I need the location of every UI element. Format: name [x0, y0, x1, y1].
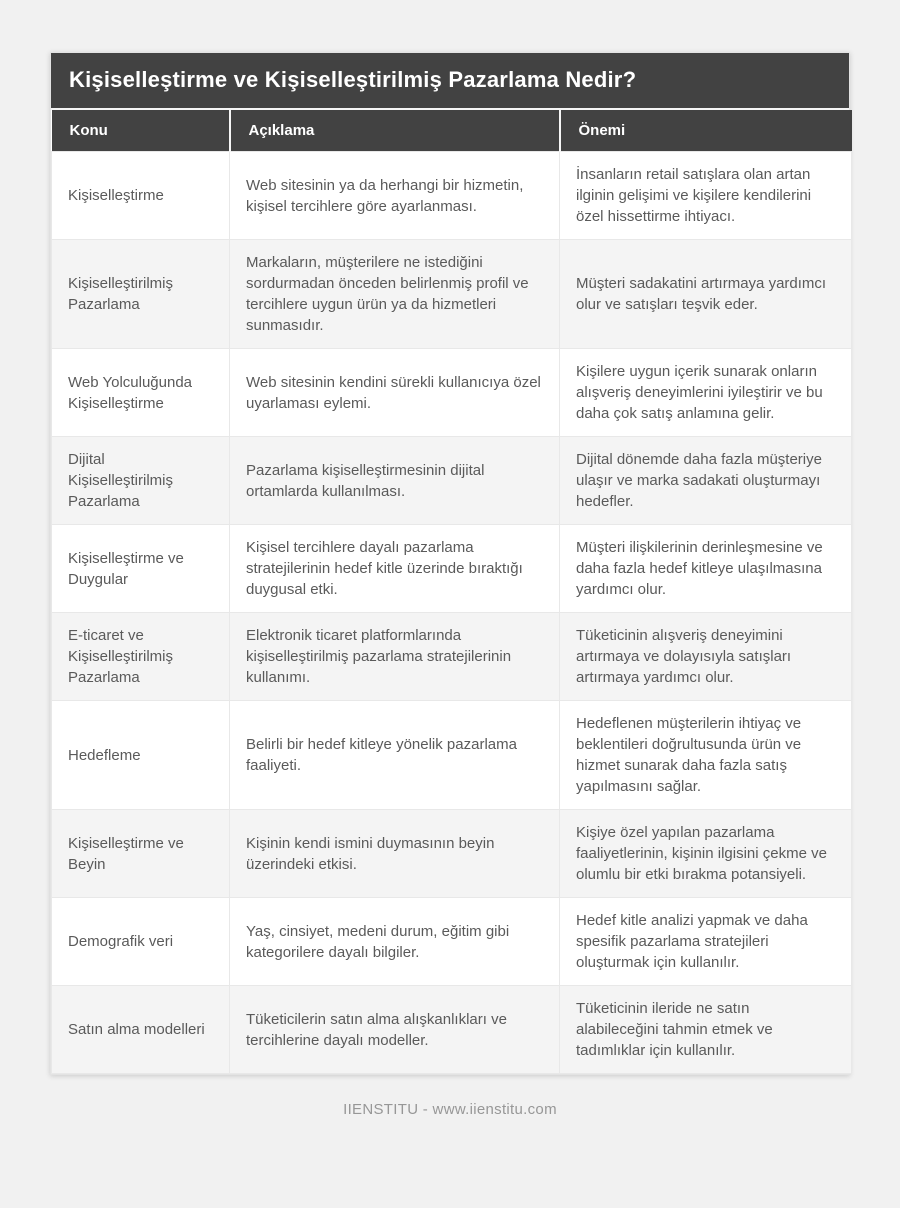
- aciklama-cell: Pazarlama kişiselleştirmesinin dijital o…: [229, 436, 560, 525]
- konu-cell: Kişiselleştirme: [51, 151, 230, 240]
- aciklama-cell: Elektronik ticaret platformlarında kişis…: [229, 612, 560, 701]
- table-row: Dijital Kişiselleştirilmiş Pazarlama Paz…: [51, 436, 852, 525]
- page-title: Kişiselleştirme ve Kişiselleştirilmiş Pa…: [51, 53, 849, 110]
- konu-cell: E-ticaret ve Kişiselleştirilmiş Pazarlam…: [51, 612, 230, 701]
- table-row: Hedefleme Belirli bir hedef kitleye yöne…: [51, 700, 852, 810]
- onemi-cell: Hedef kitle analizi yapmak ve daha spesi…: [559, 897, 852, 986]
- footer-credit: IIENSTITU - www.iienstitu.com: [343, 1101, 557, 1118]
- aciklama-cell: Belirli bir hedef kitleye yönelik pazarl…: [229, 700, 560, 810]
- table-row: Satın alma modelleri Tüketicilerin satın…: [51, 985, 852, 1074]
- info-table: Konu Açıklama Önemi Kişiselleştirme Web …: [51, 110, 852, 1074]
- table-row: Web Yolculuğunda Kişiselleştirme Web sit…: [51, 348, 852, 437]
- aciklama-cell: Yaş, cinsiyet, medeni durum, eğitim gibi…: [229, 897, 560, 986]
- konu-cell: Web Yolculuğunda Kişiselleştirme: [51, 348, 230, 437]
- aciklama-cell: Tüketicilerin satın alma alışkanlıkları …: [229, 985, 560, 1074]
- aciklama-cell: Markaların, müşterilere ne istediğini so…: [229, 239, 560, 349]
- onemi-cell: Dijital dönemde daha fazla müşteriye ula…: [559, 436, 852, 525]
- table-row: Kişiselleştirme Web sitesinin ya da herh…: [51, 151, 852, 240]
- konu-cell: Satın alma modelleri: [51, 985, 230, 1074]
- table-row: Kişiselleştirme ve Duygular Kişisel terc…: [51, 524, 852, 613]
- onemi-cell: Kişiye özel yapılan pazarlama faaliyetle…: [559, 809, 852, 898]
- column-header-onemi: Önemi: [558, 110, 852, 152]
- konu-cell: Hedefleme: [51, 700, 230, 810]
- aciklama-cell: Web sitesinin kendini sürekli kullanıcıy…: [229, 348, 560, 437]
- onemi-cell: Tüketicinin alışveriş deneyimini artırma…: [559, 612, 852, 701]
- table-row: E-ticaret ve Kişiselleştirilmiş Pazarlam…: [51, 612, 852, 701]
- column-header-aciklama: Açıklama: [228, 110, 560, 152]
- aciklama-cell: Web sitesinin ya da herhangi bir hizmeti…: [229, 151, 560, 240]
- aciklama-cell: Kişinin kendi ismini duymasının beyin üz…: [229, 809, 560, 898]
- konu-cell: Kişiselleştirilmiş Pazarlama: [51, 239, 230, 349]
- onemi-cell: Müşteri sadakatini artırmaya yardımcı ol…: [559, 239, 852, 349]
- onemi-cell: Tüketicinin ileride ne satın alabileceği…: [559, 985, 852, 1074]
- table-header-row: Konu Açıklama Önemi: [51, 110, 852, 152]
- konu-cell: Kişiselleştirme ve Beyin: [51, 809, 230, 898]
- column-header-konu: Konu: [51, 110, 230, 152]
- onemi-cell: Hedeflenen müşterilerin ihtiyaç ve bekle…: [559, 700, 852, 810]
- konu-cell: Kişiselleştirme ve Duygular: [51, 524, 230, 613]
- table-row: Demografik veri Yaş, cinsiyet, medeni du…: [51, 897, 852, 986]
- table-row: Kişiselleştirme ve Beyin Kişinin kendi i…: [51, 809, 852, 898]
- konu-cell: Demografik veri: [51, 897, 230, 986]
- onemi-cell: İnsanların retail satışlara olan artan i…: [559, 151, 852, 240]
- onemi-cell: Müşteri ilişkilerinin derinleşmesine ve …: [559, 524, 852, 613]
- table-row: Kişiselleştirilmiş Pazarlama Markaların,…: [51, 239, 852, 349]
- aciklama-cell: Kişisel tercihlere dayalı pazarlama stra…: [229, 524, 560, 613]
- konu-cell: Dijital Kişiselleştirilmiş Pazarlama: [51, 436, 230, 525]
- onemi-cell: Kişilere uygun içerik sunarak onların al…: [559, 348, 852, 437]
- content-card: Kişiselleştirme ve Kişiselleştirilmiş Pa…: [50, 52, 852, 1075]
